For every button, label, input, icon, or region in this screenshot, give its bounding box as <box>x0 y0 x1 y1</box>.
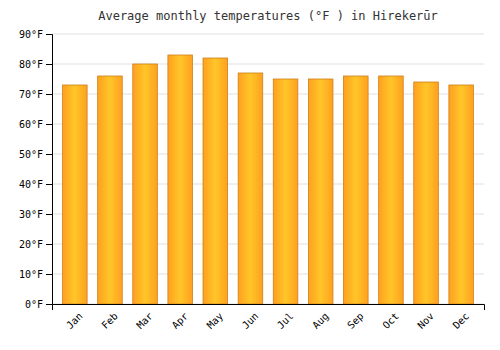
bar <box>238 73 263 304</box>
x-tick-label: Apr <box>170 310 191 331</box>
y-tick-label: 20°F <box>19 239 43 250</box>
y-tick: 30°F <box>19 209 52 220</box>
title: Average monthly temperatures (°F ) in Hi… <box>98 9 438 23</box>
bars <box>63 55 474 304</box>
y-tick: 10°F <box>19 269 52 280</box>
y-tick-label: 30°F <box>19 209 43 220</box>
x-tick: Jan <box>64 310 85 331</box>
x-tick: Sep <box>345 310 366 331</box>
x-tick: Nov <box>415 310 436 331</box>
y-tick: 20°F <box>19 239 52 250</box>
y-tick-mark <box>46 304 52 305</box>
x-tick-label: May <box>205 310 226 331</box>
x-tick-label: Oct <box>380 310 401 331</box>
y-tick-label: 80°F <box>19 59 43 70</box>
y-tick: 40°F <box>19 179 52 190</box>
y-tick-label: 40°F <box>19 179 43 190</box>
x-tick: Dec <box>451 310 472 331</box>
grid <box>52 34 484 304</box>
x-tick: Aug <box>310 310 331 331</box>
y-tick-mark <box>46 244 52 245</box>
y-tick-label: 10°F <box>19 269 43 280</box>
x-tick-label: Aug <box>310 310 331 331</box>
x-tick-label: Sep <box>345 310 366 331</box>
x-tick: Oct <box>380 310 401 331</box>
x-tick-label: Nov <box>415 310 436 331</box>
y-tick: 60°F <box>19 119 52 130</box>
bar <box>98 76 123 304</box>
x-tick-label: Jan <box>64 310 85 331</box>
x-tick: May <box>205 310 226 331</box>
grid-line <box>52 34 484 35</box>
y-tick: 80°F <box>19 59 52 70</box>
y-tick-mark <box>46 154 52 155</box>
y-tick: 90°F <box>19 29 52 40</box>
x-tick: Mar <box>134 310 155 331</box>
bar <box>414 82 439 304</box>
y-tick: 50°F <box>19 149 52 160</box>
bar <box>344 76 369 304</box>
bar <box>449 85 474 304</box>
y-tick-mark <box>46 274 52 275</box>
y-tick-label: 70°F <box>19 89 43 100</box>
bar <box>168 55 193 304</box>
y-tick-mark <box>46 124 52 125</box>
y-tick-label: 60°F <box>19 119 43 130</box>
y-tick-mark <box>46 64 52 65</box>
y-tick: 0°F <box>25 299 52 310</box>
bar <box>273 79 298 304</box>
x-tick-label: Jul <box>275 310 296 331</box>
x-tick: Jun <box>240 310 261 331</box>
bar <box>203 58 228 304</box>
y-tick-mark <box>46 94 52 95</box>
grid-line <box>52 64 484 65</box>
x-axis-line <box>53 305 485 311</box>
y-tick-label: 50°F <box>19 149 43 160</box>
x-tick-label: Mar <box>134 310 155 331</box>
y-axis-line <box>46 35 53 305</box>
chart: 0°F 10°F 20°F 30°F 40°F 50°F 60°F 70°F 80°F 90°F J… <box>0 0 500 350</box>
bar <box>133 64 158 304</box>
x-tick-label: Jun <box>240 310 261 331</box>
bar <box>379 76 404 304</box>
x-axis: Jan Feb Mar Apr May Jun Jul Aug Sep Oct Nov Dec <box>53 305 485 331</box>
x-tick-label: Dec <box>451 310 472 331</box>
y-axis: 0°F 10°F 20°F 30°F 40°F 50°F 60°F 70°F 80°F 90°F <box>19 29 53 310</box>
bar <box>63 85 88 304</box>
y-tick-mark <box>46 34 52 35</box>
x-tick: Apr <box>170 310 191 331</box>
bar <box>308 79 333 304</box>
y-tick-label: 90°F <box>19 29 43 40</box>
y-tick-mark <box>46 184 52 185</box>
y-tick: 70°F <box>19 89 52 100</box>
y-tick-mark <box>46 214 52 215</box>
y-tick-label: 0°F <box>25 299 43 310</box>
x-tick: Jul <box>275 310 296 331</box>
x-tick-label: Feb <box>99 310 120 331</box>
x-tick: Feb <box>99 310 120 331</box>
